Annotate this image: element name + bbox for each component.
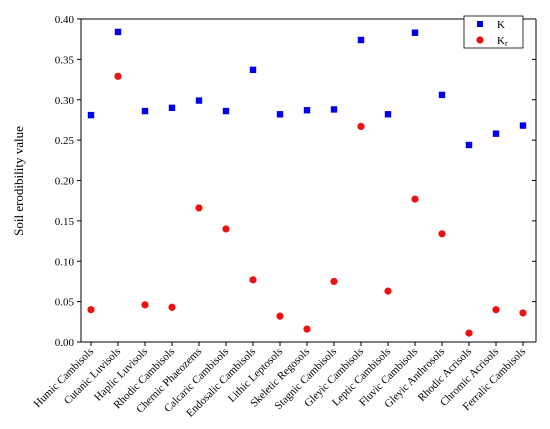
- point-k: [276, 111, 284, 118]
- y-tick-label: 0.00: [55, 337, 75, 349]
- point-k: [492, 130, 500, 137]
- point-kr: [141, 301, 149, 309]
- legend-label-kr: Kr: [497, 35, 508, 48]
- y-axis-label: Soil erodibility value: [11, 126, 26, 236]
- point-kr: [357, 122, 365, 130]
- point-k: [141, 107, 149, 115]
- y-tick-label: 0.25: [55, 135, 75, 147]
- y-tick-label: 0.20: [55, 176, 75, 188]
- point-kr: [249, 276, 257, 284]
- point-k: [195, 97, 203, 104]
- point-kr: [438, 230, 446, 238]
- point-kr: [114, 72, 122, 80]
- point-kr: [492, 306, 500, 314]
- legend-marker-k: [477, 21, 483, 27]
- point-kr: [519, 309, 527, 317]
- point-k: [357, 36, 365, 44]
- data-points: [87, 28, 527, 337]
- point-k: [411, 29, 419, 36]
- plot-frame: [80, 18, 537, 343]
- point-k: [438, 91, 446, 99]
- point-kr: [465, 329, 473, 337]
- point-k: [465, 141, 473, 149]
- point-kr: [276, 312, 284, 320]
- point-k: [222, 107, 230, 115]
- point-kr: [303, 325, 311, 333]
- y-ticks: 0.00 0.05 0.10 0.15 0.20 0.25 0.30 0.35 0.40: [55, 14, 536, 349]
- point-kr: [87, 306, 95, 314]
- y-tick-label: 0.15: [55, 216, 75, 228]
- y-tick-label: 0.40: [55, 14, 75, 26]
- point-k: [114, 28, 122, 36]
- point-k: [330, 106, 338, 113]
- legend-label-kr-sub: r: [505, 39, 508, 48]
- y-tick-label: 0.05: [55, 297, 75, 309]
- point-kr: [195, 204, 203, 212]
- point-k: [384, 111, 392, 118]
- y-tick-label: 0.10: [55, 256, 75, 268]
- y-tick-label: 0.30: [55, 95, 75, 107]
- point-kr: [168, 303, 176, 311]
- legend-marker-kr: [476, 36, 484, 44]
- point-kr: [411, 195, 419, 203]
- legend-box: [463, 15, 524, 49]
- point-kr: [384, 287, 392, 295]
- point-kr: [330, 277, 338, 286]
- point-k: [249, 66, 257, 74]
- point-k: [168, 104, 176, 112]
- legend-label-k: K: [497, 19, 505, 31]
- point-k: [519, 122, 527, 129]
- legend: K Kr: [463, 15, 524, 49]
- point-k: [303, 107, 311, 114]
- legend-label-kr-main: K: [497, 35, 505, 47]
- point-k: [87, 111, 95, 119]
- y-tick-label: 0.35: [55, 54, 75, 66]
- point-kr: [222, 225, 230, 233]
